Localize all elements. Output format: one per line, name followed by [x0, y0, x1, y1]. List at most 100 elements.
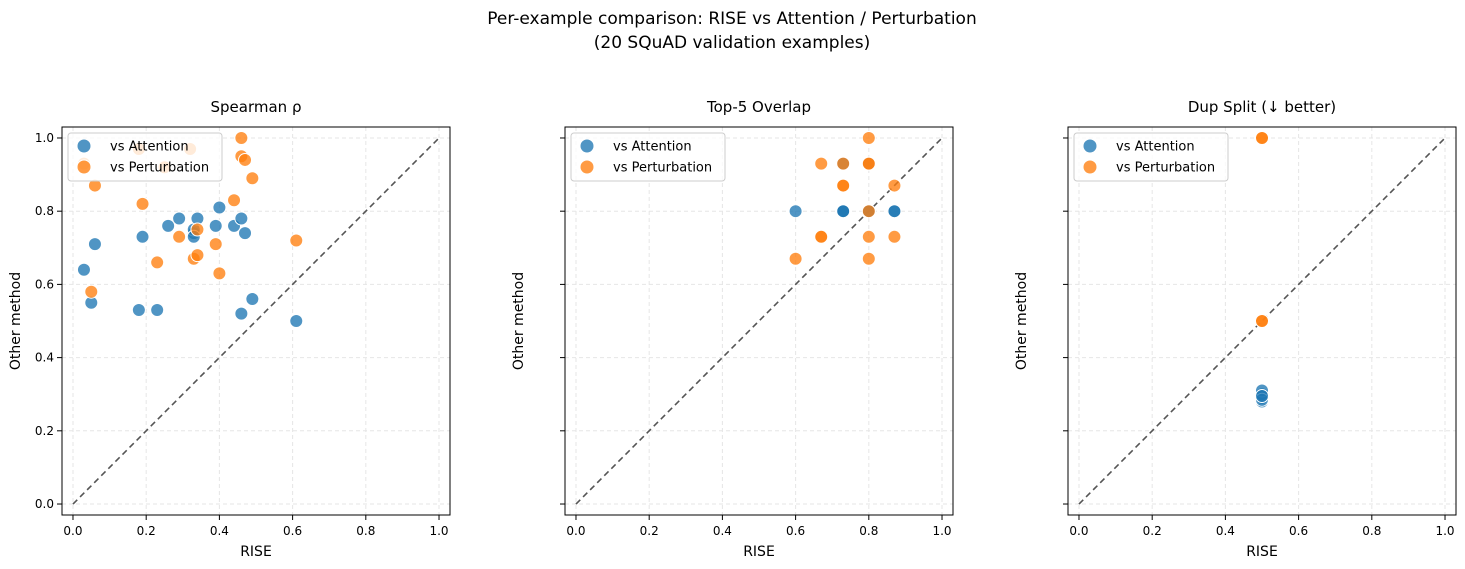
legend: vs Attention vs Perturbation — [1073, 132, 1229, 182]
perturbation-point — [208, 237, 223, 252]
attention-point — [289, 314, 304, 328]
x-tick-label: 0.8 — [859, 524, 878, 538]
panel-1: 0.0 0.2 0.4 0.6 0.8 1.0 0.0 0.2 0.4 0.6 0.8 1.0 Spea… — [8, 98, 451, 560]
x-tick-label: 0.4 — [1216, 524, 1235, 538]
legend-attention-label: vs Attention — [613, 140, 692, 155]
diagonal-line — [1078, 137, 1446, 505]
plot-frame — [1067, 126, 1457, 516]
perturbation-point — [814, 229, 829, 244]
perturbation-point — [245, 171, 260, 186]
perturbation-point — [238, 152, 253, 167]
perturbation-point — [836, 178, 851, 193]
x-tick-label: 1.0 — [1435, 524, 1454, 538]
legend-perturbation-label: vs Perturbation — [613, 161, 712, 176]
y-axis-label: Other method — [511, 272, 527, 370]
x-tick-label: 0.0 — [63, 524, 82, 538]
legend-perturbation-marker — [76, 159, 92, 175]
legend: vs Attention vs Perturbation — [67, 132, 223, 182]
attention-point — [234, 306, 249, 321]
panel-3: 0.0 0.2 0.4 0.6 0.8 1.0 Dup Split (↓ better) RI… — [1014, 98, 1457, 560]
attention-point — [172, 211, 187, 226]
attention-point — [161, 218, 176, 233]
figure-title-line1: Per-example comparison: RISE vs Attentio… — [487, 9, 976, 29]
plot-frame — [61, 126, 451, 516]
x-tick-label: 0.6 — [1289, 524, 1308, 538]
legend: vs Attention vs Perturbation — [570, 132, 726, 182]
perturbation-point — [212, 266, 227, 281]
perturbation-point — [135, 196, 150, 211]
perturbation-point — [836, 156, 851, 171]
legend-attention-marker — [579, 138, 595, 154]
perturbation-point — [788, 251, 803, 266]
legend-attention-label: vs Attention — [1116, 140, 1195, 155]
x-tick-label: 1.0 — [429, 524, 448, 538]
perturbation-point — [172, 229, 187, 244]
attention-point — [887, 204, 902, 219]
attention-point — [212, 200, 227, 215]
x-tick-label: 0.8 — [1362, 524, 1381, 538]
panel-title: Spearman ρ — [211, 98, 302, 116]
x-axis-label: RISE — [743, 544, 775, 560]
perturbation-point — [861, 130, 876, 145]
y-axis-label: Other method — [8, 272, 24, 370]
attention-point — [788, 204, 803, 219]
legend-box — [67, 132, 223, 182]
attention-point — [836, 204, 851, 219]
y-tick-label: 0.0 — [35, 497, 54, 511]
attention-point — [135, 229, 150, 244]
perturbation-point — [887, 229, 902, 244]
x-tick-label: 0.2 — [1143, 524, 1162, 538]
perturbation-point — [84, 284, 99, 299]
perturbation-point — [150, 255, 165, 270]
x-tick-label: 0.6 — [283, 524, 302, 538]
attention-point — [131, 303, 146, 318]
diagonal-line — [575, 137, 943, 505]
x-axis-label: RISE — [240, 544, 272, 560]
x-tick-label: 0.4 — [713, 524, 732, 538]
attention-point — [150, 303, 165, 318]
legend-perturbation-marker — [1082, 159, 1098, 175]
x-tick-label: 0.0 — [1069, 524, 1088, 538]
x-axis-label: RISE — [1246, 544, 1278, 560]
attention-point — [234, 211, 249, 226]
perturbation-point — [861, 156, 876, 171]
perturbation-point — [814, 156, 829, 171]
perturbation-point — [861, 204, 876, 219]
x-tick-label: 0.0 — [566, 524, 585, 538]
x-tick-label: 0.6 — [786, 524, 805, 538]
figure-title-line2: (20 SQuAD validation examples) — [594, 33, 871, 53]
perturbation-point — [289, 233, 304, 248]
legend-attention-label: vs Attention — [110, 140, 189, 155]
perturbation-point — [234, 130, 249, 145]
x-tick-label: 0.2 — [640, 524, 659, 538]
perturbation-point — [227, 193, 242, 208]
x-tick-label: 0.2 — [137, 524, 156, 538]
attention-point — [245, 292, 260, 307]
x-tick-label: 1.0 — [932, 524, 951, 538]
legend-perturbation-label: vs Perturbation — [110, 161, 209, 176]
legend-perturbation-marker — [579, 159, 595, 175]
legend-perturbation-label: vs Perturbation — [1116, 161, 1215, 176]
x-tick-label: 0.8 — [356, 524, 375, 538]
panel-title: Dup Split (↓ better) — [1188, 98, 1336, 116]
panel-2: 0.0 0.2 0.4 0.6 0.8 1.0 Top-5 Overlap RISE Other… — [511, 98, 954, 560]
legend-box — [570, 132, 726, 182]
x-tick-label: 0.4 — [210, 524, 229, 538]
y-tick-label: 0.2 — [35, 424, 54, 438]
attention-point — [87, 237, 102, 252]
y-axis-label: Other method — [1014, 272, 1030, 370]
attention-point — [1255, 389, 1269, 404]
legend-attention-marker — [76, 138, 92, 154]
perturbation-point — [861, 251, 876, 266]
perturbation-point — [887, 178, 902, 193]
attention-point — [208, 218, 223, 233]
perturbation-point — [190, 222, 205, 237]
y-tick-label: 0.8 — [35, 204, 54, 218]
legend-attention-marker — [1082, 138, 1098, 154]
attention-point — [76, 262, 91, 277]
diagonal-line — [72, 137, 440, 505]
perturbation-point — [1255, 130, 1269, 145]
legend-box — [1073, 132, 1229, 182]
